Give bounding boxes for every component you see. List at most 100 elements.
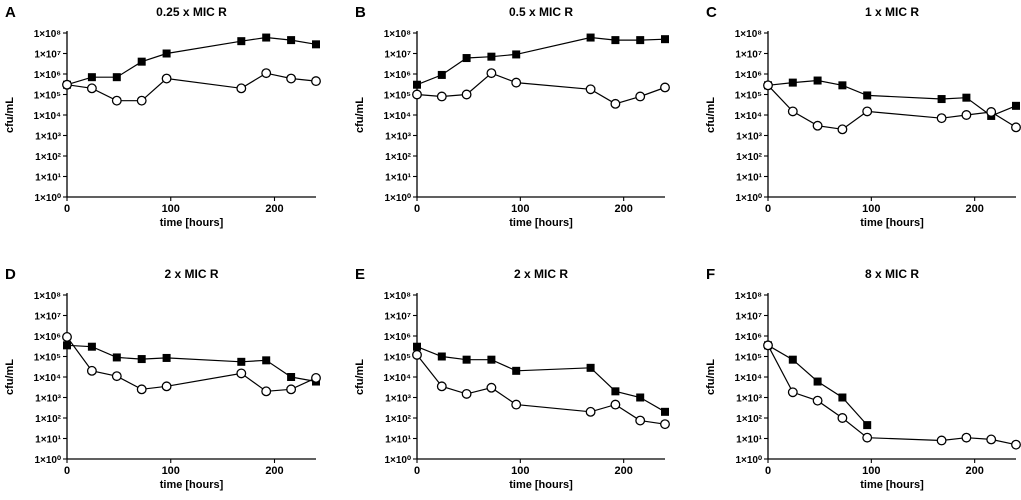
x-axis-label: time [hours] — [509, 217, 573, 229]
data-point-circle — [161, 73, 172, 84]
y-tick-label: 1×10⁰ — [384, 455, 411, 466]
data-point-square — [863, 421, 872, 430]
data-point-circle — [111, 95, 122, 106]
data-point-square — [586, 363, 595, 372]
data-point-circle — [862, 106, 873, 117]
y-tick-label: 1×10² — [385, 414, 412, 425]
y-tick-label: 1×10¹ — [736, 435, 763, 446]
data-point-square — [788, 355, 797, 364]
data-point-circle — [136, 95, 147, 106]
data-point-circle — [986, 434, 997, 445]
x-tick-label: 200 — [614, 465, 632, 477]
x-tick-label: 0 — [414, 203, 420, 215]
data-point-circle — [236, 83, 247, 94]
x-tick-label: 100 — [511, 465, 529, 477]
panel-title: 8 x MIC R — [865, 267, 919, 281]
data-point-circle — [86, 83, 97, 94]
y-tick-label: 1×10³ — [35, 132, 62, 143]
y-tick-label: 1×10⁸ — [384, 291, 412, 302]
data-point-square — [661, 35, 669, 44]
data-point-square — [863, 91, 872, 100]
data-point-circle — [286, 73, 297, 84]
data-point-circle — [1011, 439, 1021, 450]
y-tick-label: 1×10⁶ — [34, 70, 61, 81]
y-tick-label: 1×10⁵ — [735, 353, 763, 364]
data-point-circle — [635, 415, 646, 426]
data-point-circle — [461, 388, 472, 399]
panel-title: 0.25 x MIC R — [156, 5, 227, 19]
x-tick-label: 0 — [64, 203, 70, 215]
y-axis-label: cfu/mL — [705, 359, 717, 395]
y-axis-label: cfu/mL — [4, 97, 16, 133]
y-tick-label: 1×10³ — [736, 394, 763, 405]
y-tick-label: 1×10⁸ — [384, 29, 412, 40]
data-point-circle — [837, 413, 848, 423]
y-tick-label: 1×10⁴ — [34, 373, 62, 384]
data-point-circle — [136, 384, 147, 395]
y-tick-label: 1×10⁶ — [384, 332, 411, 343]
y-tick-label: 1×10⁴ — [384, 373, 412, 384]
data-point-circle — [111, 371, 122, 382]
y-tick-label: 1×10⁸ — [34, 291, 62, 302]
data-point-circle — [961, 110, 972, 120]
panel-title: 2 x MIC R — [514, 267, 568, 281]
data-point-square — [512, 366, 521, 375]
data-point-square — [636, 36, 645, 45]
y-tick-label: 1×10⁷ — [384, 312, 411, 323]
data-point-square — [937, 95, 946, 104]
y-tick-label: 1×10¹ — [35, 435, 62, 446]
panel-letter: E — [355, 266, 365, 283]
y-tick-label: 1×10¹ — [385, 435, 412, 446]
y-tick-label: 1×10⁸ — [735, 29, 763, 40]
data-point-circle — [436, 381, 447, 392]
y-axis-label: cfu/mL — [354, 359, 366, 395]
y-tick-label: 1×10⁰ — [34, 455, 61, 466]
x-tick-label: 0 — [765, 465, 771, 477]
x-tick-label: 200 — [265, 203, 283, 215]
data-point-square — [1012, 101, 1020, 110]
data-point-circle — [763, 80, 773, 91]
data-point-square — [287, 36, 296, 45]
y-tick-label: 1×10⁵ — [384, 91, 412, 102]
data-point-circle — [961, 432, 972, 443]
y-tick-label: 1×10⁷ — [34, 312, 61, 323]
data-point-circle — [787, 387, 798, 398]
data-point-square — [112, 73, 121, 82]
y-tick-label: 1×10⁰ — [735, 455, 762, 466]
data-point-square — [87, 73, 96, 82]
data-point-square — [162, 353, 171, 362]
data-point-circle — [610, 399, 621, 410]
data-point-square — [262, 356, 271, 365]
y-tick-label: 1×10³ — [736, 132, 763, 143]
data-point-circle — [660, 419, 670, 430]
data-point-square — [586, 33, 595, 42]
data-point-circle — [936, 113, 947, 124]
data-point-square — [462, 54, 471, 63]
y-tick-label: 1×10³ — [385, 132, 412, 143]
y-tick-label: 1×10¹ — [736, 173, 763, 184]
data-point-circle — [412, 89, 422, 100]
data-point-circle — [585, 84, 596, 95]
y-tick-label: 1×10⁶ — [34, 332, 61, 343]
x-tick-label: 100 — [511, 203, 529, 215]
x-tick-label: 0 — [414, 465, 420, 477]
y-tick-label: 1×10⁰ — [34, 193, 61, 204]
y-tick-label: 1×10⁸ — [34, 29, 62, 40]
data-point-square — [838, 393, 847, 402]
x-axis-label: time [hours] — [160, 217, 224, 229]
data-point-square — [813, 377, 822, 386]
y-tick-label: 1×10⁷ — [735, 50, 762, 61]
data-point-square — [112, 353, 121, 362]
data-point-square — [788, 78, 797, 87]
data-point-circle — [862, 432, 873, 443]
y-tick-label: 1×10³ — [385, 394, 412, 405]
data-point-square — [611, 36, 620, 45]
panel-title: 1 x MIC R — [865, 5, 919, 19]
data-point-square — [237, 37, 246, 46]
data-point-square — [63, 341, 71, 350]
data-point-circle — [236, 368, 247, 379]
data-point-circle — [610, 98, 621, 109]
